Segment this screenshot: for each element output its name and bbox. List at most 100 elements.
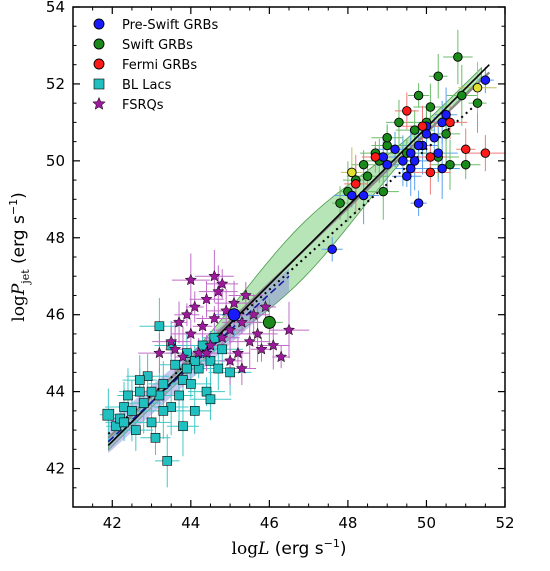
point-square <box>146 386 157 397</box>
point-circle <box>457 90 467 101</box>
point-square <box>217 344 228 355</box>
y-tick-label: 52 <box>46 75 65 93</box>
point-square <box>174 390 184 401</box>
point-star <box>282 323 296 336</box>
point-square <box>162 456 173 466</box>
x-axis-label: logL (erg s−1) <box>232 537 347 559</box>
point-star <box>216 331 229 343</box>
point-circle <box>394 117 404 128</box>
point-star <box>235 362 249 374</box>
point-circle <box>437 117 447 128</box>
point-circle <box>382 133 392 143</box>
point-circle <box>405 163 416 174</box>
point-square <box>205 356 216 366</box>
point-circle <box>417 121 428 131</box>
point-circle <box>378 186 389 197</box>
y-tick-label: 46 <box>46 306 65 324</box>
x-tick-label: 46 <box>260 514 279 532</box>
x-tick-label: 44 <box>181 514 200 532</box>
point-circle <box>262 315 276 329</box>
point-square <box>205 394 216 405</box>
point-square <box>146 417 157 428</box>
point-circle <box>382 159 392 170</box>
point-circle <box>445 117 455 128</box>
point-circle <box>441 129 451 139</box>
point-circle <box>405 148 416 158</box>
point-square <box>213 363 224 374</box>
point-circle <box>441 109 451 120</box>
point-circle <box>335 198 345 208</box>
point-square <box>189 356 200 366</box>
point-circle <box>402 171 412 181</box>
point-square <box>154 321 165 332</box>
y-tick-label: 44 <box>46 383 65 401</box>
point-square <box>127 406 137 416</box>
legend: Pre-Swift GRBs Swift GRBs Fermi GRBs BL Lac… <box>92 18 218 113</box>
point-circle <box>445 159 455 170</box>
point-square <box>131 425 141 435</box>
data-points <box>102 52 491 466</box>
point-circle <box>347 190 357 201</box>
point-circle <box>402 106 412 116</box>
point-circle <box>327 244 337 255</box>
point-star <box>208 312 221 324</box>
axis-ticks: 42 44 46 48 50 52 42 44 46 48 50 52 54 <box>46 0 515 532</box>
legend-label: BL Lacs <box>122 78 172 93</box>
legend-label: FSRQs <box>122 98 164 113</box>
point-circle <box>390 144 400 155</box>
point-circle <box>425 167 436 178</box>
point-square <box>119 417 129 428</box>
point-star <box>153 346 166 359</box>
point-square <box>134 386 145 397</box>
point-square <box>182 363 192 374</box>
point-square <box>134 375 145 385</box>
point-circle <box>370 152 381 162</box>
point-star <box>255 342 268 355</box>
point-circle <box>453 52 463 62</box>
y-tick-label: 50 <box>46 152 65 170</box>
point-circle <box>358 159 369 170</box>
point-circle <box>433 71 443 81</box>
legend-marker-circle <box>93 18 105 30</box>
point-circle <box>362 171 373 181</box>
point-star <box>227 296 241 309</box>
point-square <box>178 421 188 432</box>
point-circle <box>460 159 471 170</box>
x-tick-label: 50 <box>417 514 436 532</box>
legend-marker-star <box>92 96 106 110</box>
point-star <box>200 292 213 305</box>
point-star <box>176 350 190 363</box>
point-circle <box>358 190 369 201</box>
point-circle <box>409 156 420 166</box>
point-circle <box>421 129 432 139</box>
point-star <box>275 350 288 363</box>
point-square <box>158 379 169 389</box>
point-square <box>138 398 149 408</box>
point-circle <box>472 98 483 108</box>
point-circle <box>480 75 491 85</box>
point-star <box>247 308 260 320</box>
point-circle <box>425 152 436 162</box>
y-tick-label: 54 <box>46 0 65 16</box>
point-circle <box>347 167 357 178</box>
point-circle <box>398 156 408 166</box>
point-circle <box>480 148 491 158</box>
point-circle <box>437 163 447 174</box>
legend-label: Pre-Swift GRBs <box>122 18 218 33</box>
point-square <box>150 432 161 443</box>
point-star <box>223 354 237 367</box>
point-star <box>188 300 201 313</box>
y-tick-label: 42 <box>46 460 65 478</box>
point-square <box>170 359 180 370</box>
point-circle <box>351 179 361 189</box>
point-star <box>223 323 237 336</box>
x-tick-label: 48 <box>338 514 357 532</box>
point-circle <box>413 90 424 101</box>
point-circle <box>433 148 443 158</box>
point-star <box>259 300 272 313</box>
point-star <box>231 346 245 359</box>
point-star <box>196 319 209 332</box>
point-circle <box>472 83 483 93</box>
point-star <box>216 277 229 290</box>
